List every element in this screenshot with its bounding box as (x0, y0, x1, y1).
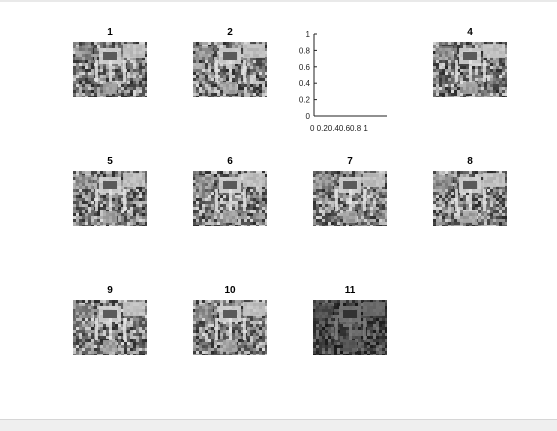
grayscale-image (73, 300, 147, 355)
subplot-title: 5 (107, 156, 113, 167)
grayscale-image (193, 300, 267, 355)
y-tick-label: 0.2 (299, 96, 311, 105)
grayscale-image (73, 42, 147, 97)
y-tick-label: 0 (306, 112, 311, 121)
grayscale-image (73, 171, 147, 226)
subplot-title: 7 (347, 156, 353, 167)
subplot-title: 1 (107, 27, 113, 38)
empty-axes: 0 0.2 0.4 0.6 0.8 1 0 0.20.40.60.8 1 (292, 30, 392, 135)
grayscale-image (313, 171, 387, 226)
y-tick-label: 1 (306, 30, 311, 39)
subplot-title: 9 (107, 285, 113, 296)
grayscale-image (313, 300, 387, 355)
subplot-title: 8 (467, 156, 473, 167)
y-tick-label: 0.6 (299, 63, 311, 72)
grayscale-image (433, 42, 507, 97)
y-tick-label: 0.8 (299, 46, 311, 55)
grayscale-image (193, 171, 267, 226)
subplot-title: 6 (227, 156, 233, 167)
grayscale-image (433, 171, 507, 226)
y-tick-label: 0.4 (299, 79, 311, 88)
x-tick-labels: 0 0.20.40.60.8 1 (310, 124, 368, 133)
window-top-edge (0, 0, 557, 2)
subplot-title: 10 (224, 285, 236, 296)
window-bottom-bar (0, 419, 557, 431)
subplot-title: 11 (344, 285, 356, 296)
grayscale-image (193, 42, 267, 97)
subplot-title: 4 (467, 27, 473, 38)
subplot-title: 2 (227, 27, 233, 38)
